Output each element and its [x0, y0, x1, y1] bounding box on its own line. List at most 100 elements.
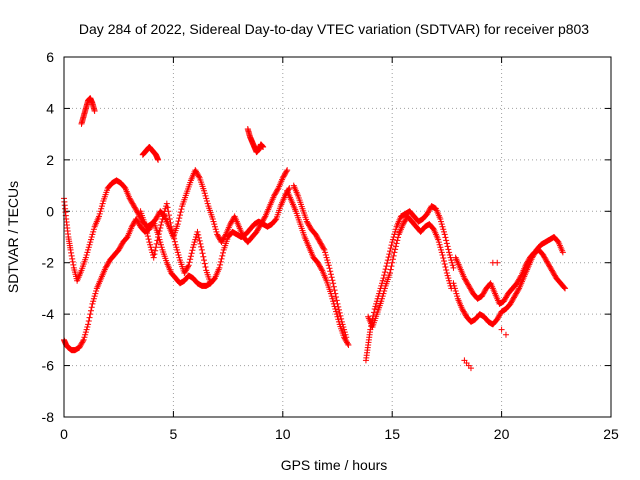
y-tick-label: -4	[42, 306, 55, 322]
series-upper_track	[61, 167, 291, 284]
data-point	[149, 252, 156, 258]
data-point	[131, 204, 138, 211]
data-point	[454, 293, 461, 300]
data-point	[272, 216, 279, 223]
data-point	[104, 262, 111, 269]
data-point	[345, 342, 352, 348]
data-point	[462, 276, 469, 283]
data-point	[540, 252, 547, 258]
data-point	[145, 236, 152, 243]
data-point	[316, 263, 323, 270]
data-point	[387, 245, 394, 252]
data-point	[153, 240, 160, 247]
data-point	[209, 216, 216, 222]
data-point	[517, 273, 524, 280]
data-point	[174, 246, 181, 253]
data-point	[337, 312, 344, 319]
data-point	[184, 264, 191, 271]
data-point	[324, 257, 331, 264]
data-point	[83, 326, 90, 333]
data-point	[540, 253, 547, 260]
data-point	[77, 342, 84, 348]
data-point	[333, 297, 340, 304]
data-point	[514, 288, 521, 294]
data-point	[480, 290, 487, 297]
data-point	[128, 223, 135, 230]
data-point	[258, 219, 265, 226]
data-point	[81, 334, 88, 341]
data-point	[545, 261, 552, 267]
data-point	[217, 258, 224, 265]
data-point	[134, 218, 141, 225]
data-point	[551, 271, 558, 278]
data-point	[317, 240, 324, 247]
data-point	[312, 231, 319, 238]
data-point	[167, 219, 174, 226]
data-point	[321, 246, 328, 253]
x-tick-label: 15	[384, 426, 400, 442]
data-point	[449, 262, 456, 269]
data-point	[281, 172, 288, 179]
data-point	[273, 189, 280, 195]
x-tick-label: 0	[60, 426, 68, 442]
data-point	[117, 244, 124, 251]
data-point	[514, 279, 521, 285]
data-point	[152, 244, 159, 251]
data-point	[155, 231, 162, 237]
data-point	[330, 280, 337, 287]
data-point	[213, 228, 220, 235]
data-point	[314, 234, 321, 240]
data-point	[459, 306, 466, 312]
data-point	[314, 235, 321, 242]
data-point	[523, 261, 530, 267]
data-point	[462, 311, 469, 318]
data-point	[93, 288, 100, 294]
x-tick-label: 20	[494, 426, 510, 442]
data-point	[438, 221, 445, 228]
data-point	[544, 259, 551, 266]
data-point	[381, 285, 388, 292]
data-point	[99, 200, 106, 207]
data-point	[176, 212, 183, 219]
data-point	[387, 248, 394, 255]
data-point	[327, 268, 334, 275]
data-point	[444, 272, 451, 279]
data-point	[79, 338, 86, 345]
data-point	[507, 300, 514, 307]
data-point	[392, 243, 399, 250]
data-point	[547, 264, 554, 271]
data-point	[150, 254, 157, 261]
data-point	[389, 259, 396, 266]
data-point	[509, 297, 516, 303]
data-point	[187, 256, 194, 263]
data-point	[103, 263, 110, 270]
data-point	[333, 294, 340, 300]
data-point	[494, 315, 501, 321]
data-point	[559, 249, 566, 256]
data-point	[502, 331, 509, 338]
data-point	[306, 223, 313, 230]
data-point	[332, 290, 339, 297]
data-point	[175, 218, 182, 225]
data-point	[190, 241, 197, 248]
data-point	[271, 191, 278, 198]
y-tick-label: -6	[42, 358, 55, 374]
data-point	[513, 289, 520, 296]
data-point	[157, 225, 164, 231]
data-point	[335, 306, 342, 313]
data-point	[479, 291, 486, 298]
data-point	[191, 239, 198, 246]
data-point	[442, 234, 449, 241]
data-point	[147, 244, 154, 251]
data-point	[211, 221, 218, 228]
data-point	[512, 291, 519, 298]
data-point	[170, 232, 177, 239]
data-point	[438, 218, 445, 225]
data-point	[342, 331, 349, 338]
data-point	[494, 259, 501, 266]
data-point	[383, 263, 390, 270]
data-point	[554, 238, 561, 245]
data-point	[158, 222, 165, 228]
data-point	[136, 221, 143, 228]
data-point	[430, 225, 437, 232]
